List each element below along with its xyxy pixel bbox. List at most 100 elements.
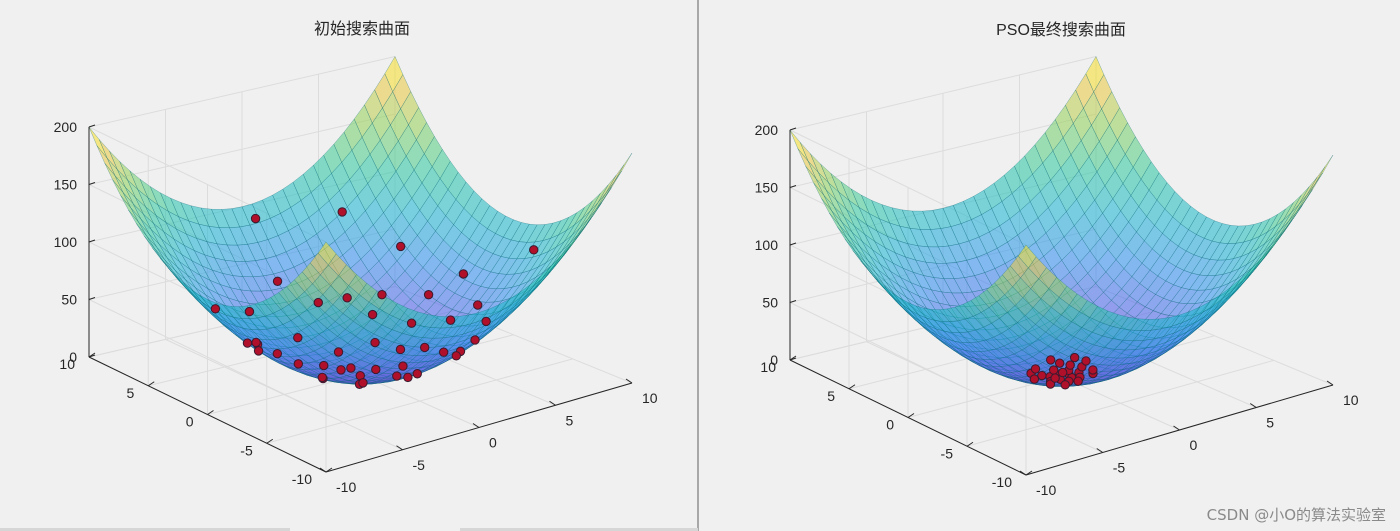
particle-marker (319, 360, 329, 371)
chart-title: 初始搜索曲面 (314, 20, 410, 38)
y-tick-mark (789, 355, 797, 361)
y-tick-mark (147, 381, 155, 387)
particle-marker (451, 351, 461, 361)
y-tick-mark (207, 410, 214, 415)
surface-mesh (88, 55, 633, 385)
x-tick-mark (1096, 448, 1104, 453)
particle-marker (293, 333, 303, 343)
x-tick-label: 0 (489, 435, 497, 451)
particle-marker (293, 359, 304, 369)
grid-line (266, 358, 573, 444)
particle-marker (1045, 355, 1056, 365)
x-tick-mark (1326, 380, 1334, 386)
z-tick-label: 200 (755, 122, 779, 138)
z-tick-mark (789, 242, 797, 246)
z-tick-mark (88, 297, 96, 300)
particle-marker (1065, 360, 1075, 370)
particle-marker (438, 347, 449, 357)
particle-marker (420, 342, 430, 353)
particle-marker (458, 269, 469, 279)
particle-marker (1054, 358, 1065, 368)
particle-marker (342, 293, 352, 303)
chart-title: PSO最终搜索曲面 (996, 21, 1126, 39)
y-tick-label: 0 (886, 417, 894, 433)
x-tick-mark (549, 400, 556, 406)
particle-marker (367, 309, 378, 320)
z-tick-mark (88, 239, 96, 243)
tick-labels: 0 50 100 150 200 -10 -5 0 5 10 -10 -5 0 5 10 (54, 119, 658, 495)
particle-marker (1081, 356, 1091, 366)
particle-marker (1069, 352, 1080, 363)
surface-chart-initial[interactable]: 0 50 100 150 200 -10 -5 0 5 10 -10 -5 0 5 10 初始搜索曲面 (0, 0, 697, 531)
y-tick-mark (266, 438, 274, 444)
particle-marker (272, 276, 283, 286)
particle-markers (1026, 352, 1098, 390)
z-tick-mark (88, 124, 96, 128)
y-tick-mark (907, 413, 915, 418)
x-tick-mark (1019, 470, 1027, 476)
x-tick-label: 5 (566, 412, 574, 428)
y-tick-label: 5 (827, 388, 835, 404)
particle-marker (403, 372, 413, 383)
particle-marker (1037, 370, 1047, 381)
particle-marker (392, 371, 402, 381)
x-tick-mark (472, 423, 480, 428)
surface-patch (1017, 244, 1037, 269)
y-tick-mark (966, 441, 974, 447)
particle-marker (250, 213, 261, 224)
particle-marker (313, 297, 323, 308)
surface-chart-final[interactable]: 0 50 100 150 200 -10 -5 0 5 10 -10 -5 0 5 10 PSO最终搜索曲面 (699, 0, 1400, 531)
particle-marker (370, 337, 380, 348)
y-tick-label: -10 (292, 471, 312, 487)
x-tick-label: -5 (1113, 460, 1126, 476)
figure-window-left: 0 50 100 150 200 -10 -5 0 5 10 -10 -5 0 5 10 初始搜索曲面 (0, 0, 697, 531)
particle-marker (1048, 365, 1059, 375)
particle-marker (377, 289, 387, 300)
z-tick-label: 150 (755, 180, 779, 196)
particle-marker (210, 304, 221, 314)
x-tick-mark (1173, 425, 1180, 431)
watermark-text: CSDN @小O的算法实验室 (1206, 506, 1386, 524)
y-tick-mark (1025, 470, 1033, 476)
z-tick-label: 100 (54, 234, 78, 250)
x-tick-label: -10 (1036, 482, 1056, 498)
particle-marker (1060, 380, 1070, 390)
x-tick-mark (396, 445, 403, 451)
x-tick-label: -5 (413, 457, 426, 473)
status-strip-mid (460, 528, 698, 531)
particle-marker (406, 318, 417, 328)
particle-marker (396, 241, 406, 252)
particle-marker (445, 315, 456, 325)
particle-marker (423, 289, 434, 300)
surface-patch (1298, 176, 1318, 205)
surface-patch (317, 241, 337, 266)
z-tick-label: 150 (54, 177, 78, 193)
particle-marker (244, 306, 255, 317)
surface-patch (597, 175, 617, 203)
particle-marker (333, 347, 344, 357)
x-tick-mark (1249, 403, 1257, 408)
x-tick-mark (319, 467, 327, 473)
particle-marker (412, 369, 422, 379)
particle-marker (371, 364, 381, 375)
window-divider (697, 0, 699, 531)
z-tick-label: 50 (762, 295, 778, 311)
particle-marker (1030, 364, 1041, 374)
status-strip-left (0, 528, 290, 531)
y-tick-label: 0 (186, 414, 194, 430)
z-tick-label: 0 (770, 352, 778, 368)
y-tick-label: -5 (941, 445, 954, 461)
particle-marker (398, 361, 408, 371)
x-tick-label: 0 (1190, 437, 1198, 453)
particle-marker (317, 372, 327, 383)
y-tick-mark (88, 352, 96, 358)
y-tick-label: 10 (760, 359, 776, 375)
z-tick-mark (789, 300, 797, 303)
x-tick-label: -10 (336, 479, 356, 495)
particle-marker (253, 346, 264, 356)
particle-marker (1050, 373, 1060, 383)
y-tick-label: 5 (126, 385, 134, 401)
particle-marker (395, 344, 406, 355)
particle-marker (336, 365, 346, 375)
particle-marker (529, 245, 539, 255)
